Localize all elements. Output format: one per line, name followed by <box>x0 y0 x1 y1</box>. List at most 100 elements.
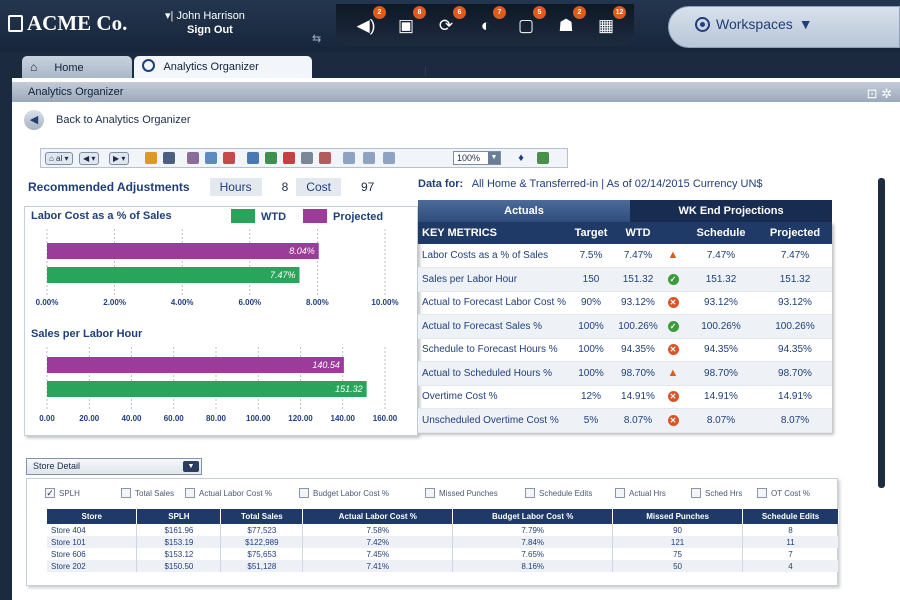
maximize-icon[interactable]: ⊡ <box>866 86 878 101</box>
window-title: Analytics Organizer <box>28 86 124 98</box>
store-table-header[interactable]: Missed Punches <box>612 509 744 524</box>
bookmark-icon[interactable] <box>283 152 295 164</box>
excel-icon[interactable] <box>265 152 277 164</box>
checkbox-label: Total Sales <box>135 488 175 498</box>
legend-wtd-swatch <box>231 209 255 223</box>
metrics-row[interactable]: Schedule to Forecast Hours % 100% 94.35% ✕ 9… <box>418 338 832 362</box>
metrics-row[interactable]: Labor Costs as a % of Sales 7.5% 7.47% ▲ 7.4… <box>418 244 832 268</box>
calendar-check-icon-glyph: ▢ <box>517 16 535 35</box>
table-row[interactable]: Store 202 $150.50 $51,128 7.41% 8.16% 50 4 <box>47 560 839 572</box>
clipboard-icon[interactable]: ▣ 8 <box>394 6 426 38</box>
bad-status-icon: ✕ <box>667 297 679 309</box>
store-cell: 90 <box>612 524 744 536</box>
column-checkbox[interactable]: Actual Labor Cost % <box>185 488 272 498</box>
folder-icon[interactable] <box>145 152 157 164</box>
people-icon[interactable]: ☗ 2 <box>554 6 586 38</box>
column-checkbox[interactable]: Missed Punches <box>425 488 498 498</box>
checkbox-icon <box>185 488 195 498</box>
tab-analytics-organizer[interactable]: Analytics Organizer | x <box>134 56 429 99</box>
store-table-header[interactable]: Actual Labor Cost % <box>302 509 454 524</box>
metrics-row[interactable]: Unscheduled Overtime Cost % 5% 8.07% ✕ 8.07%… <box>418 408 832 433</box>
store-cell: 8 <box>742 524 839 536</box>
metric-schedule: 100.26% <box>684 314 758 339</box>
column-checkbox[interactable]: Total Sales <box>121 488 174 498</box>
column-checkbox[interactable]: Actual Hrs <box>615 488 666 498</box>
export-icon[interactable] <box>187 152 199 164</box>
tab-home[interactable]: ⌂ Home <box>22 56 132 78</box>
notification-badge: 2 <box>573 6 586 19</box>
pdf-icon[interactable] <box>223 152 235 164</box>
metrics-row[interactable]: Actual to Forecast Labor Cost % 90% 93.12%… <box>418 291 832 315</box>
settings-icon[interactable]: ✲ <box>881 86 892 101</box>
chart-icon[interactable] <box>537 152 549 164</box>
table-row[interactable]: Store 606 $153.12 $75,653 7.45% 7.65% 75 7 <box>47 548 839 560</box>
x-tick-label: 2.00% <box>103 298 126 307</box>
column-checkbox[interactable]: Schedule Edits <box>525 488 592 498</box>
workspaces-menu[interactable]: Workspaces ▼ <box>668 6 900 48</box>
document-icon[interactable] <box>247 152 259 164</box>
store-cell: 7.42% <box>302 536 454 548</box>
bar-value-label: 7.47% <box>270 270 296 280</box>
store-table-header[interactable]: Store <box>47 509 138 524</box>
table-row[interactable]: Store 404 $161.96 $77,523 7.58% 7.79% 90 8 <box>47 524 839 536</box>
calendar-check-icon[interactable]: ▢ 5 <box>514 6 546 38</box>
chevron-down-icon: ▼ <box>183 461 199 472</box>
metric-projected: 94.35% <box>758 338 832 362</box>
bar-projected <box>47 243 319 259</box>
metric-name: Schedule to Forecast Hours % <box>418 338 568 362</box>
forward-nav-button[interactable]: ▶ ▾ <box>109 152 130 165</box>
store-table-header[interactable]: Budget Labor Cost % <box>452 509 614 524</box>
checkbox-label: OT Cost % <box>771 488 810 498</box>
checkbox-label: Sched Hrs <box>705 488 743 498</box>
notification-badge: 7 <box>493 6 506 19</box>
metric-wtd: 14.91% <box>614 385 662 409</box>
column-checkbox[interactable]: Budget Labor Cost % <box>299 488 389 498</box>
store-cell: $122,989 <box>220 536 304 548</box>
metrics-row[interactable]: Sales per Labor Hour 150 151.32 ✓ 151.32 151.… <box>418 267 832 292</box>
metrics-row[interactable]: Actual to Forecast Sales % 100% 100.26% ✓ 10… <box>418 314 832 339</box>
column-checkbox[interactable]: ✓ SPLH <box>45 488 80 498</box>
tab-actuals[interactable]: Actuals <box>418 200 630 222</box>
marker-icon[interactable]: ♦ <box>518 152 524 164</box>
timer-icon[interactable]: ⟳ 6 <box>434 6 466 38</box>
top-bar: ACME Co. ▾| John Harrison Sign Out ⇆ ◀) 2… <box>0 0 900 52</box>
legend-projected-swatch <box>303 209 327 223</box>
store-table-header[interactable]: Total Sales <box>220 509 304 524</box>
column-checkbox[interactable]: Sched Hrs <box>691 488 742 498</box>
pages-icon[interactable] <box>363 152 375 164</box>
megaphone-icon[interactable]: ◀) 2 <box>354 6 386 38</box>
workspaces-icon <box>695 16 710 32</box>
refresh-icon[interactable]: ⇆ <box>312 33 322 45</box>
key-metrics-panel: Actuals WK End Projections KEY METRICS Ta… <box>418 200 832 438</box>
copy-icon[interactable] <box>205 152 217 164</box>
column-checkbox[interactable]: OT Cost % <box>757 488 810 498</box>
home-all-button[interactable]: ⌂ al ▾ <box>45 152 73 165</box>
layout-icon[interactable] <box>383 152 395 164</box>
metrics-row[interactable]: Actual to Scheduled Hours % 100% 98.70% ▲ 98… <box>418 361 832 386</box>
save-icon[interactable] <box>163 152 175 164</box>
x-tick-label: 4.00% <box>171 298 194 307</box>
x-tick-label: 120.00 <box>288 414 313 423</box>
zoom-select[interactable]: 100% ▼ <box>453 151 501 165</box>
back-nav-button[interactable]: ◀ ▾ <box>79 152 100 165</box>
table-row[interactable]: Store 101 $153.19 $122,989 7.42% 7.84% 121 11 <box>47 536 839 548</box>
attach-icon[interactable] <box>301 152 313 164</box>
store-table-header[interactable]: Schedule Edits <box>742 509 839 524</box>
schedule-icon[interactable]: ▦ 12 <box>594 6 626 38</box>
x-tick-label: 0.00% <box>36 298 59 307</box>
store-table-header[interactable]: SPLH <box>136 509 222 524</box>
print-icon[interactable] <box>319 152 331 164</box>
back-link[interactable]: ◀ Back to Analytics Organizer <box>24 110 191 130</box>
speed-icon[interactable]: ◐ 7 <box>474 6 506 38</box>
metric-projected: 8.07% <box>758 408 832 433</box>
page-icon[interactable] <box>343 152 355 164</box>
user-menu[interactable]: ▾| John Harrison Sign Out <box>165 10 245 36</box>
store-detail-select[interactable]: Store Detail ▼ <box>26 458 202 475</box>
vertical-scrollbar[interactable] <box>878 178 885 488</box>
app-logo[interactable]: ACME Co. <box>8 11 127 36</box>
metrics-row[interactable]: Overtime Cost % 12% 14.91% ✕ 14.91% 14.91% <box>418 385 832 409</box>
tab-wk-end-projections[interactable]: WK End Projections <box>630 200 832 222</box>
sign-out-link[interactable]: Sign Out <box>187 24 233 36</box>
report-toolbar: ⌂ al ▾ ◀ ▾ ▶ ▾ 100% ▼ ♦ <box>40 148 568 168</box>
bad-status-icon: ✕ <box>667 344 679 356</box>
